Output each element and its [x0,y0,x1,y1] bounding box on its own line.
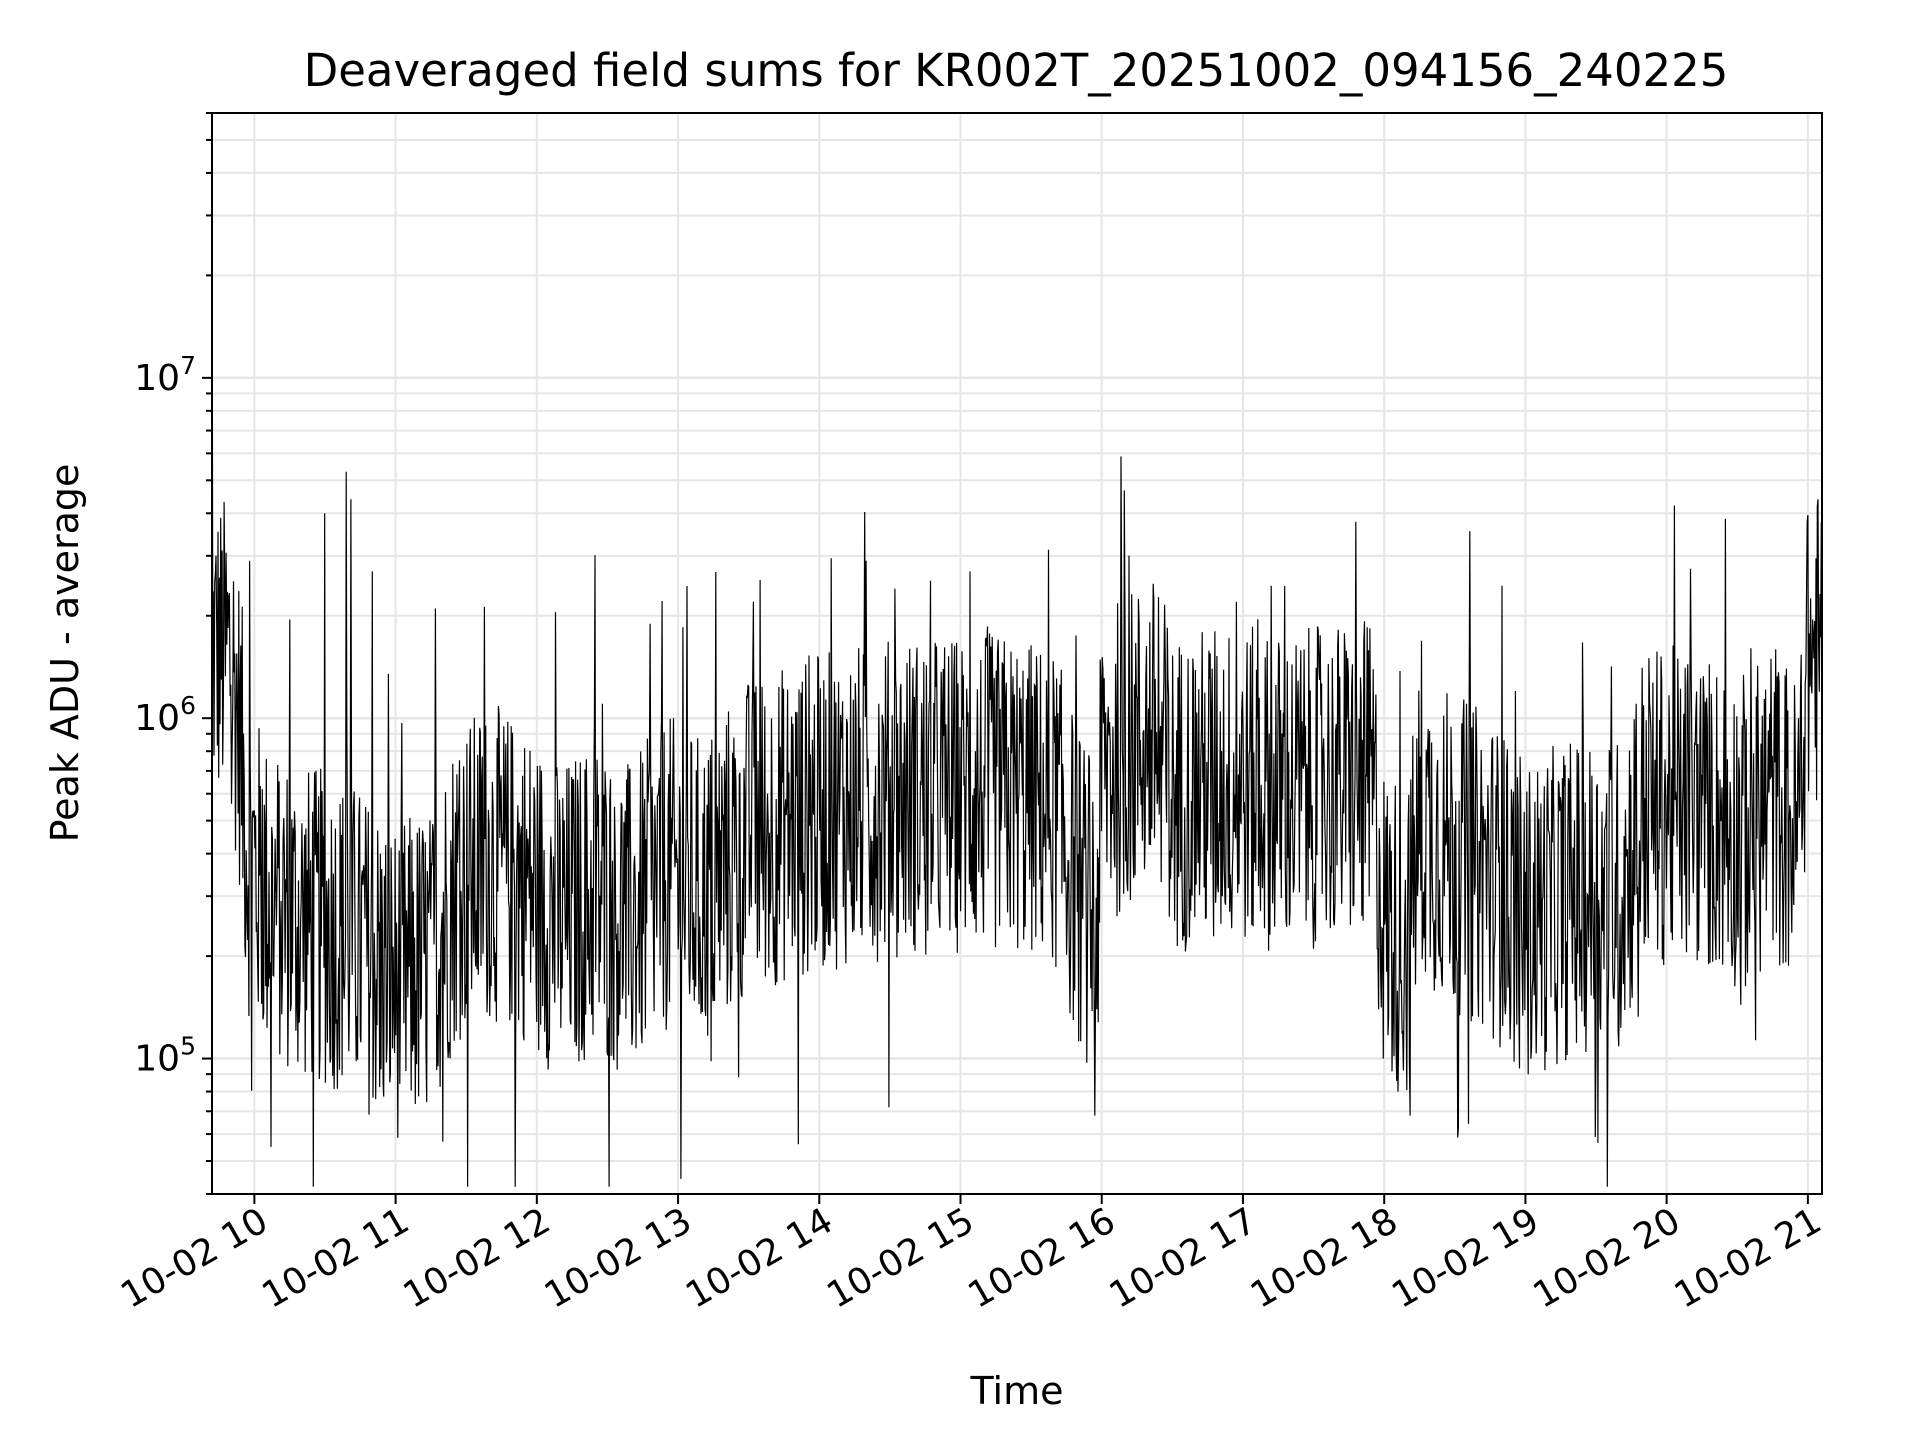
x-axis-label: Time [970,1369,1064,1413]
plot-frame [211,112,1823,1195]
chart-title: Deaveraged field sums for KR002T_2025100… [304,44,1729,97]
y-tick-label: 106 [134,691,196,739]
y-axis-label: Peak ADU - average [43,464,87,843]
series-path [211,165,1823,1187]
series-line [211,165,1823,1187]
y-tick-label: 107 [134,351,196,399]
y-tick-label: 105 [134,1032,196,1080]
